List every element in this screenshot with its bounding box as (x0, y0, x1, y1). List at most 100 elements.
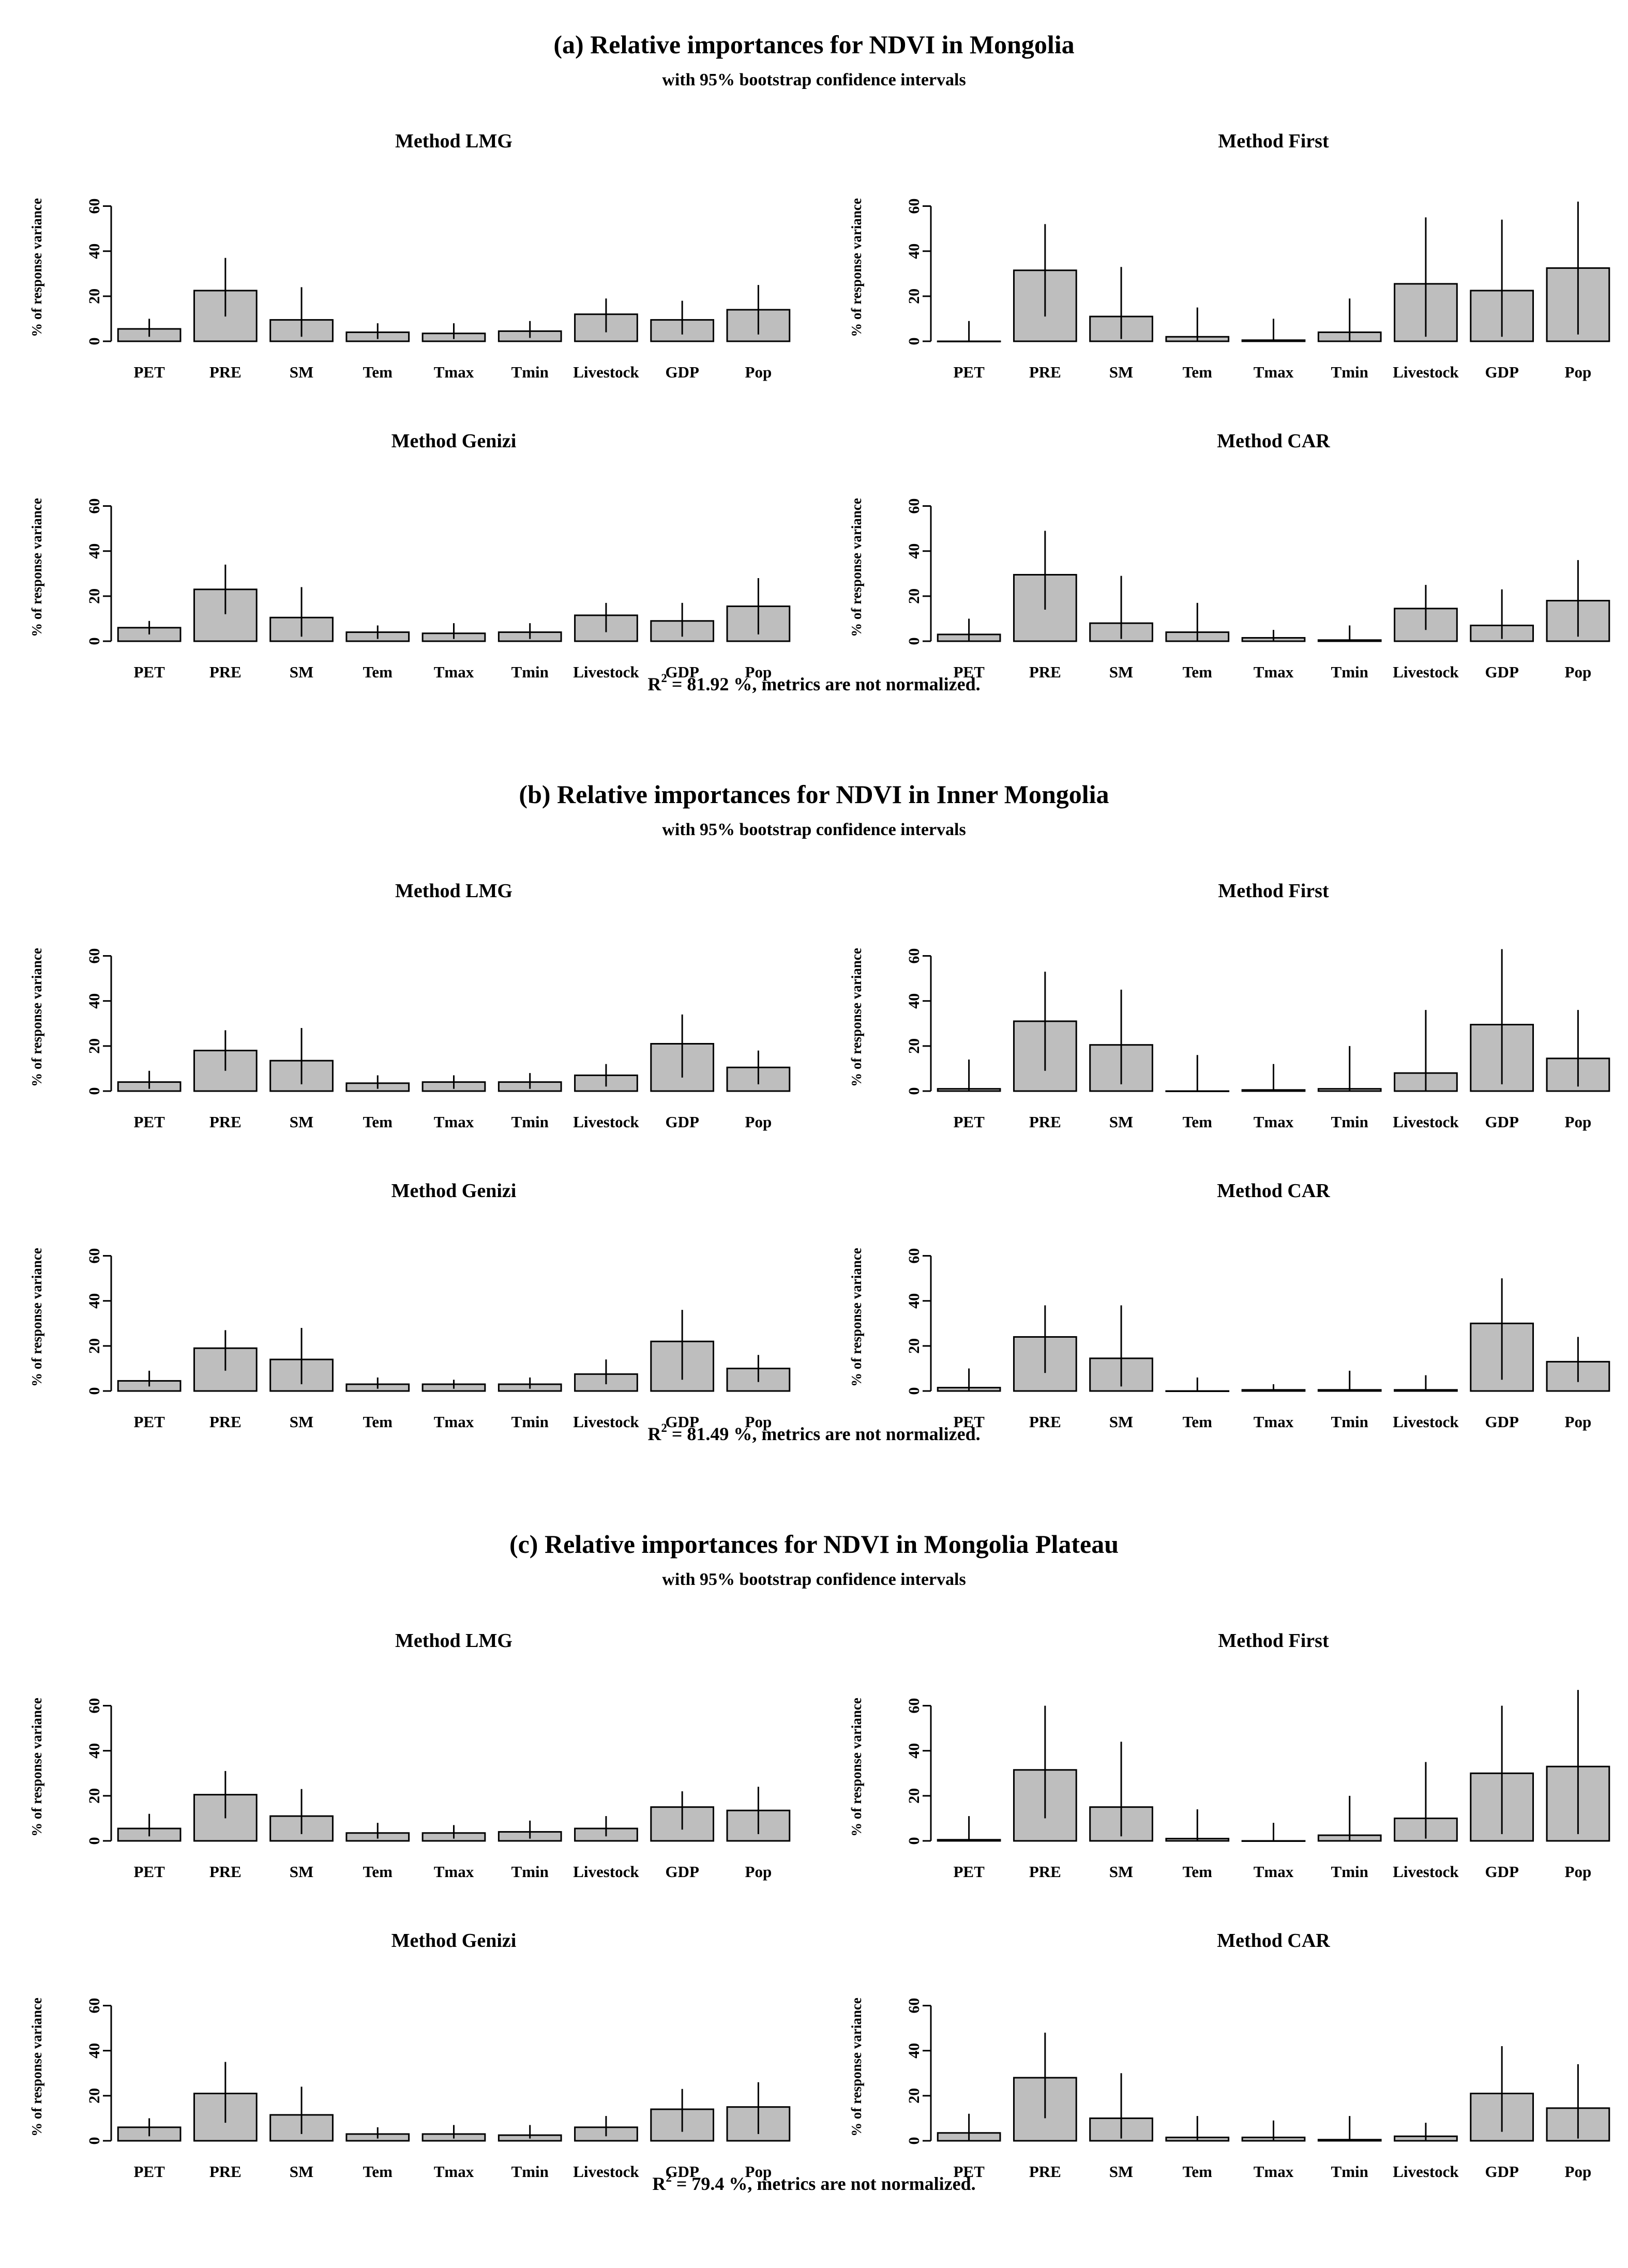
x-tick-label: PET (953, 1863, 985, 1881)
y-tick-label: 40 (906, 993, 923, 1009)
x-tick-label: Tmin (511, 663, 549, 681)
panel-title: Method First (1218, 130, 1329, 152)
x-tick-label: Tem (363, 363, 393, 381)
r-squared-text: = 81.49 %, metrics are not normalized. (667, 1424, 981, 1444)
y-tick-label: 40 (906, 1743, 923, 1759)
panel-title: Method First (1218, 880, 1329, 902)
x-tick-label: Livestock (573, 663, 639, 681)
x-tick-label: Pop (745, 1113, 772, 1131)
x-tick-label: Tmax (434, 1413, 474, 1431)
y-tick-label: 60 (86, 199, 103, 214)
y-tick-label: 0 (86, 2137, 103, 2145)
panel-method-lmg: Method LMG 0 20 40 60 % of response variance P… (29, 1630, 791, 1881)
x-tick-label: Tmax (434, 663, 474, 681)
x-tick-label: GDP (665, 1413, 699, 1431)
panel-title: Method CAR (1217, 1930, 1330, 1952)
x-tick-label: Tmin (511, 1113, 549, 1131)
y-axis-label: % of response variance (849, 498, 864, 637)
x-tick-label: GDP (1485, 363, 1519, 381)
panel-method-first: Method First 0 20 40 60 % of response varianc… (849, 130, 1610, 381)
y-tick-label: 60 (86, 1698, 103, 1714)
y-tick-label: 20 (86, 289, 103, 304)
x-tick-label: SM (1109, 2163, 1134, 2181)
x-tick-label: Tem (363, 1413, 393, 1431)
x-tick-label: PRE (1029, 1113, 1061, 1131)
y-tick-label: 40 (906, 543, 923, 559)
x-tick-label: PRE (209, 663, 242, 681)
x-tick-label: Livestock (573, 1413, 639, 1431)
bar-tem (1165, 1390, 1230, 1392)
y-tick-label: 0 (906, 1087, 923, 1095)
y-tick-label: 20 (906, 1788, 923, 1804)
section-a: (a) Relative importances for NDVI in Mon… (29, 30, 1610, 694)
x-tick-label: Livestock (573, 1863, 639, 1881)
x-tick-label: Tmax (1254, 663, 1294, 681)
y-tick-label: 0 (86, 338, 103, 345)
x-tick-label: Tmax (1254, 1113, 1294, 1131)
y-tick-label: 0 (906, 638, 923, 645)
x-tick-label: PRE (1029, 1413, 1061, 1431)
x-tick-label: Livestock (1393, 2163, 1459, 2181)
x-tick-label: PRE (1029, 1863, 1061, 1881)
x-tick-label: Tmin (511, 1863, 549, 1881)
section-b: (b) Relative importances for NDVI in Inn… (29, 780, 1610, 1444)
x-tick-label: Pop (745, 363, 772, 381)
y-axis-label: % of response variance (849, 1998, 864, 2137)
y-tick-label: 20 (86, 1038, 103, 1054)
x-tick-label: PRE (209, 1413, 242, 1431)
x-tick-label: Tmax (1254, 363, 1294, 381)
x-tick-label: GDP (1485, 663, 1519, 681)
superscript-2: 2 (661, 1422, 667, 1434)
x-tick-label: Tem (1183, 1863, 1213, 1881)
section-title: (c) Relative importances for NDVI in Mon… (509, 1530, 1119, 1559)
r-squared-text: = 81.92 %, metrics are not normalized. (667, 674, 981, 694)
y-tick-label: 60 (906, 1998, 923, 2014)
y-tick-label: 20 (86, 1338, 103, 1354)
superscript-2: 2 (666, 2171, 672, 2184)
x-tick-label: PET (133, 1113, 165, 1131)
x-tick-label: Pop (745, 663, 772, 681)
x-tick-label: SM (290, 1413, 314, 1431)
x-tick-label: Tem (363, 1113, 393, 1131)
x-tick-label: PET (133, 663, 165, 681)
panel-method-genizi: Method Genizi 0 20 40 60 % of response varian… (29, 1930, 791, 2181)
x-tick-label: PRE (1029, 663, 1061, 681)
y-tick-label: 0 (906, 1837, 923, 1845)
panel-method-lmg: Method LMG 0 20 40 60 % of response variance P… (29, 130, 791, 381)
y-tick-label: 40 (86, 244, 103, 259)
y-axis-label: % of response variance (29, 1248, 44, 1387)
y-tick-label: 40 (906, 244, 923, 259)
y-tick-label: 40 (906, 1293, 923, 1309)
y-tick-label: 20 (906, 289, 923, 304)
r-symbol: R (647, 674, 661, 694)
panel-method-lmg: Method LMG 0 20 40 60 % of response variance P… (29, 880, 791, 1131)
panel-title: Method CAR (1217, 1180, 1330, 1202)
panel-method-first: Method First 0 20 40 60 % of response varianc… (849, 1630, 1610, 1881)
panel-title: Method Genizi (391, 430, 517, 452)
y-tick-label: 0 (906, 338, 923, 345)
y-tick-label: 20 (86, 2088, 103, 2104)
panel-title: Method LMG (395, 130, 512, 152)
panel-method-genizi: Method Genizi 0 20 40 60 % of response varian… (29, 1180, 791, 1431)
x-tick-label: Tem (1183, 663, 1213, 681)
section-c: (c) Relative importances for NDVI in Mon… (29, 1530, 1610, 2194)
y-axis-label: % of response variance (29, 198, 44, 337)
y-axis-label: % of response variance (29, 498, 44, 637)
y-tick-label: 60 (906, 498, 923, 514)
x-tick-label: GDP (1485, 1113, 1519, 1131)
x-tick-label: Tem (1183, 363, 1213, 381)
x-tick-label: Tmin (1331, 363, 1368, 381)
x-tick-label: SM (1109, 1413, 1134, 1431)
y-tick-label: 20 (906, 588, 923, 604)
x-tick-label: Tmin (1331, 1413, 1368, 1431)
x-tick-label: PRE (1029, 363, 1061, 381)
y-tick-label: 0 (86, 1087, 103, 1095)
x-tick-label: Tmin (1331, 2163, 1368, 2181)
x-tick-label: SM (290, 663, 314, 681)
x-tick-label: Tmin (1331, 1113, 1368, 1131)
x-tick-label: GDP (665, 363, 699, 381)
y-tick-label: 60 (86, 498, 103, 514)
y-axis-label: % of response variance (849, 198, 864, 337)
y-tick-label: 60 (906, 948, 923, 964)
